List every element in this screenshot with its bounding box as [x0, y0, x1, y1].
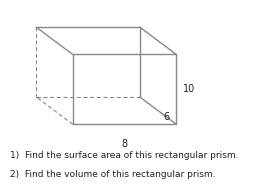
Text: 1)  Find the surface area of this rectangular prism.: 1) Find the surface area of this rectang… [10, 151, 239, 160]
Text: 10: 10 [183, 84, 195, 94]
Text: 8: 8 [121, 139, 127, 149]
Text: 6: 6 [163, 112, 169, 122]
Text: 2)  Find the volume of this rectangular prism.: 2) Find the volume of this rectangular p… [10, 170, 216, 179]
